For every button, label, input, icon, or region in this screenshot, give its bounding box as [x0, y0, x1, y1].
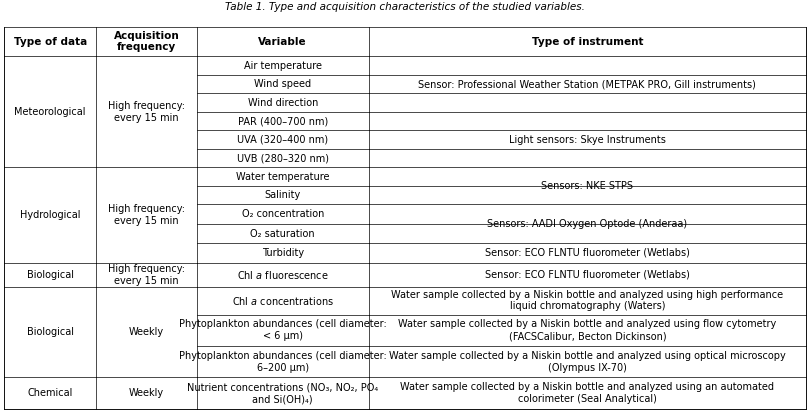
Text: High frequency:
every 15 min: High frequency: every 15 min — [108, 264, 185, 286]
Text: Weekly: Weekly — [129, 388, 164, 398]
Text: High frequency:
every 15 min: High frequency: every 15 min — [108, 101, 185, 122]
Text: Light sensors: Skye Instruments: Light sensors: Skye Instruments — [509, 135, 666, 145]
Text: Sensor: ECO FLNTU fluorometer (Wetlabs): Sensor: ECO FLNTU fluorometer (Wetlabs) — [485, 248, 690, 258]
Text: Water sample collected by a Niskin bottle and analyzed using optical microscopy
: Water sample collected by a Niskin bottl… — [389, 351, 786, 372]
Text: O₂ saturation: O₂ saturation — [250, 229, 315, 238]
Text: Sensors: NKE STPS: Sensors: NKE STPS — [541, 181, 633, 191]
Text: Biological: Biological — [27, 327, 74, 337]
Text: Biological: Biological — [27, 270, 74, 280]
Text: Water temperature: Water temperature — [236, 172, 330, 182]
Text: Water sample collected by a Niskin bottle and analyzed using flow cytometry
(FAC: Water sample collected by a Niskin bottl… — [399, 319, 777, 341]
Text: Type of instrument: Type of instrument — [531, 37, 643, 46]
Text: Acquisition
frequency: Acquisition frequency — [113, 31, 179, 52]
Text: High frequency:
every 15 min: High frequency: every 15 min — [108, 204, 185, 226]
Text: Phytoplankton abundances (cell diameter:
< 6 μm): Phytoplankton abundances (cell diameter:… — [179, 319, 386, 341]
Text: Turbidity: Turbidity — [262, 248, 304, 258]
Text: Sensors: AADI Oxygen Optode (Anderaa): Sensors: AADI Oxygen Optode (Anderaa) — [488, 219, 688, 229]
Text: Sensor: ECO FLNTU fluorometer (Wetlabs): Sensor: ECO FLNTU fluorometer (Wetlabs) — [485, 270, 690, 280]
Text: PAR (400–700 nm): PAR (400–700 nm) — [237, 116, 328, 126]
Text: Wind speed: Wind speed — [254, 79, 311, 89]
Text: Type of data: Type of data — [14, 37, 87, 46]
Text: Water sample collected by a Niskin bottle and analyzed using an automated
colori: Water sample collected by a Niskin bottl… — [400, 382, 774, 404]
Text: Chemical: Chemical — [28, 388, 73, 398]
Text: Salinity: Salinity — [265, 190, 301, 200]
Text: O₂ concentration: O₂ concentration — [241, 209, 324, 219]
Text: Table 1. Type and acquisition characteristics of the studied variables.: Table 1. Type and acquisition characteri… — [225, 2, 585, 12]
Text: Weekly: Weekly — [129, 327, 164, 337]
Text: UVA (320–400 nm): UVA (320–400 nm) — [237, 135, 328, 145]
Text: Meteorological: Meteorological — [15, 107, 86, 117]
Text: Air temperature: Air temperature — [244, 60, 322, 71]
Text: Nutrient concentrations (NO₃, NO₂, PO₄
and Si(OH)₄): Nutrient concentrations (NO₃, NO₂, PO₄ a… — [187, 382, 378, 404]
Text: UVB (280–320 nm): UVB (280–320 nm) — [237, 153, 329, 163]
Text: Chl $\mathit{a}$ concentrations: Chl $\mathit{a}$ concentrations — [232, 295, 334, 307]
Text: Phytoplankton abundances (cell diameter:
6–200 μm): Phytoplankton abundances (cell diameter:… — [179, 351, 386, 372]
Text: Hydrological: Hydrological — [20, 210, 80, 220]
Text: Water sample collected by a Niskin bottle and analyzed using high performance
li: Water sample collected by a Niskin bottl… — [391, 290, 783, 312]
Text: Wind direction: Wind direction — [248, 97, 318, 108]
Text: Chl $\mathit{a}$ fluorescence: Chl $\mathit{a}$ fluorescence — [237, 269, 329, 281]
Text: Variable: Variable — [258, 37, 307, 46]
Text: Sensor: Professional Weather Station (METPAK PRO, Gill instruments): Sensor: Professional Weather Station (ME… — [419, 79, 757, 89]
